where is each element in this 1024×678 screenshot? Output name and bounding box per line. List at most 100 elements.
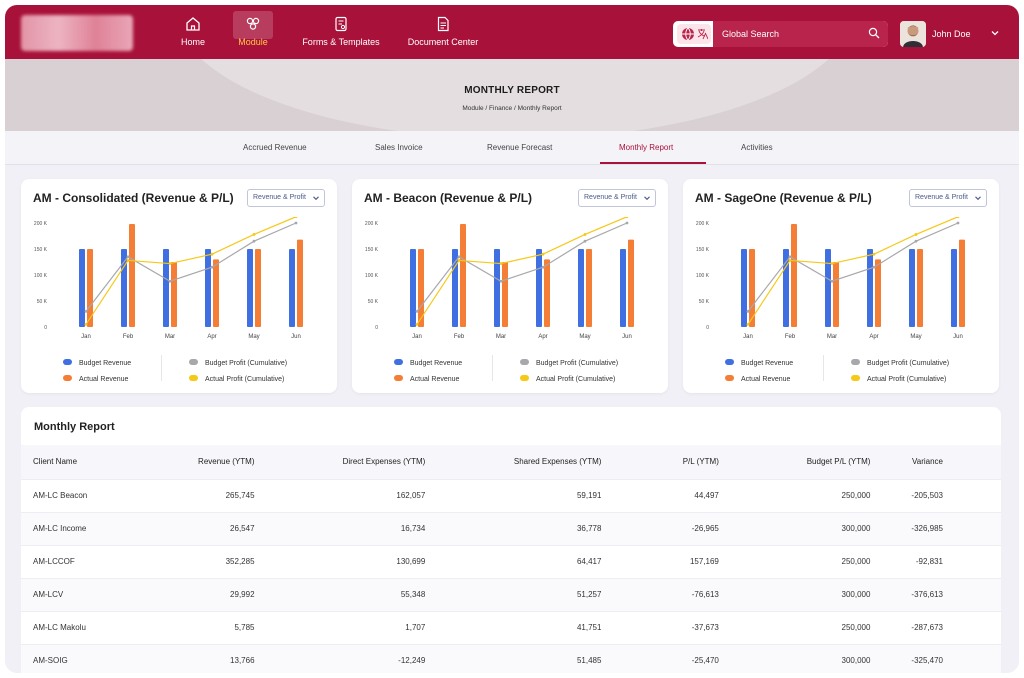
actual-revenue-bar[interactable] bbox=[544, 259, 550, 327]
nav-forms-templates[interactable]: Forms & Templates bbox=[297, 11, 385, 57]
table-row[interactable]: AM-LCCOF 352,285 130,699 64,417 157,169 250,0… bbox=[21, 545, 1001, 578]
budget-profit-point[interactable] bbox=[168, 279, 172, 283]
legend-item[interactable]: Budget Revenue bbox=[394, 359, 462, 367]
search-icon[interactable] bbox=[868, 27, 880, 39]
budget-profit-point[interactable] bbox=[294, 221, 298, 225]
actual-profit-point[interactable] bbox=[914, 233, 918, 236]
actual-profit-point[interactable] bbox=[126, 259, 130, 262]
budget-profit-point[interactable] bbox=[625, 221, 629, 225]
budget-revenue-bar[interactable] bbox=[205, 249, 211, 327]
budget-revenue-bar[interactable] bbox=[620, 249, 626, 327]
budget-profit-point[interactable] bbox=[210, 265, 214, 269]
actual-revenue-bar[interactable] bbox=[171, 262, 177, 327]
budget-revenue-bar[interactable] bbox=[536, 249, 542, 327]
budget-profit-point[interactable] bbox=[830, 279, 834, 283]
actual-profit-point[interactable] bbox=[252, 233, 256, 236]
actual-profit-point[interactable] bbox=[294, 217, 298, 219]
nav-module[interactable]: Module bbox=[233, 11, 273, 57]
nav-document-center[interactable]: Document Center bbox=[403, 11, 483, 57]
actual-profit-point[interactable] bbox=[457, 259, 461, 262]
budget-revenue-bar[interactable] bbox=[867, 249, 873, 327]
actual-revenue-bar[interactable] bbox=[460, 224, 466, 327]
chart-metric-select[interactable]: Revenue & Profit bbox=[909, 189, 987, 207]
budget-profit-point[interactable] bbox=[415, 310, 419, 313]
column-header[interactable]: Variance bbox=[912, 457, 943, 467]
actual-profit-point[interactable] bbox=[830, 262, 834, 265]
actual-profit-point[interactable] bbox=[499, 262, 503, 265]
table-row[interactable]: AM-LC Beacon 265,745 162,057 59,191 44,497 25… bbox=[21, 479, 1001, 512]
budget-revenue-bar[interactable] bbox=[452, 249, 458, 327]
legend-item[interactable]: Actual Profit (Cumulative) bbox=[851, 375, 946, 383]
chevron-down-icon[interactable] bbox=[990, 28, 1000, 38]
column-header[interactable]: Shared Expenses (YTM) bbox=[513, 457, 602, 467]
table-row[interactable]: AM-LC Makolu 5,785 1,707 41,751 -37,673 250,0… bbox=[21, 611, 1001, 644]
column-header[interactable]: Revenue (YTM) bbox=[198, 457, 255, 467]
search-input[interactable]: Global Search bbox=[713, 21, 888, 47]
column-header[interactable]: Budget P/L (YTM) bbox=[806, 457, 871, 467]
actual-profit-point[interactable] bbox=[210, 252, 214, 256]
tab-accrued-revenue[interactable]: Accrued Revenue bbox=[243, 143, 307, 152]
budget-revenue-bar[interactable] bbox=[741, 249, 747, 327]
legend-item[interactable]: Actual Profit (Cumulative) bbox=[520, 375, 615, 383]
budget-profit-point[interactable] bbox=[541, 265, 545, 269]
table-row[interactable]: AM-LCV 29,992 55,348 51,257 -76,613 300,000 -3… bbox=[21, 578, 1001, 611]
chart-metric-select[interactable]: Revenue & Profit bbox=[578, 189, 656, 207]
table-row[interactable]: AM-LC Income 26,547 16,734 36,778 -26,965 300… bbox=[21, 512, 1001, 545]
budget-profit-point[interactable] bbox=[84, 310, 88, 313]
budget-profit-point[interactable] bbox=[746, 310, 750, 313]
actual-profit-point[interactable] bbox=[625, 217, 629, 219]
company-logo[interactable] bbox=[21, 15, 133, 51]
budget-profit-point[interactable] bbox=[126, 255, 130, 259]
budget-revenue-bar[interactable] bbox=[247, 249, 253, 327]
budget-revenue-bar[interactable] bbox=[825, 249, 831, 327]
budget-revenue-bar[interactable] bbox=[783, 249, 789, 327]
budget-revenue-bar[interactable] bbox=[163, 249, 169, 327]
column-header[interactable]: Client Name bbox=[33, 457, 78, 467]
budget-profit-point[interactable] bbox=[872, 265, 876, 269]
budget-profit-point[interactable] bbox=[457, 255, 461, 259]
nav-home[interactable]: Home bbox=[173, 11, 213, 57]
legend-item[interactable]: Actual Revenue bbox=[725, 375, 790, 383]
tab-revenue-forecast[interactable]: Revenue Forecast bbox=[487, 143, 553, 152]
actual-revenue-bar[interactable] bbox=[586, 249, 592, 327]
actual-revenue-bar[interactable] bbox=[129, 224, 135, 327]
column-header[interactable]: Direct Expenses (YTM) bbox=[342, 457, 426, 467]
actual-revenue-bar[interactable] bbox=[628, 239, 634, 327]
budget-revenue-bar[interactable] bbox=[909, 249, 915, 327]
budget-profit-point[interactable] bbox=[583, 239, 587, 243]
actual-revenue-bar[interactable] bbox=[502, 262, 508, 327]
avatar[interactable] bbox=[900, 21, 926, 47]
actual-profit-point[interactable] bbox=[415, 323, 419, 326]
legend-item[interactable]: Actual Revenue bbox=[394, 375, 459, 383]
budget-profit-point[interactable] bbox=[914, 239, 918, 243]
chart-metric-select[interactable]: Revenue & Profit bbox=[247, 189, 325, 207]
budget-profit-point[interactable] bbox=[499, 279, 503, 283]
actual-revenue-bar[interactable] bbox=[917, 249, 923, 327]
tab-sales-invoice[interactable]: Sales Invoice bbox=[375, 143, 423, 152]
actual-profit-point[interactable] bbox=[583, 233, 587, 236]
actual-revenue-bar[interactable] bbox=[255, 249, 261, 327]
actual-revenue-bar[interactable] bbox=[791, 224, 797, 327]
legend-item[interactable]: Budget Profit (Cumulative) bbox=[851, 359, 949, 367]
actual-profit-point[interactable] bbox=[872, 252, 876, 256]
legend-item[interactable]: Actual Revenue bbox=[63, 375, 128, 383]
column-header[interactable]: P/L (YTM) bbox=[682, 457, 719, 467]
budget-revenue-bar[interactable] bbox=[289, 249, 295, 327]
actual-revenue-bar[interactable] bbox=[213, 259, 219, 327]
budget-revenue-bar[interactable] bbox=[410, 249, 416, 327]
legend-item[interactable]: Actual Profit (Cumulative) bbox=[189, 375, 284, 383]
actual-profit-point[interactable] bbox=[168, 262, 172, 265]
actual-profit-point[interactable] bbox=[84, 323, 88, 326]
budget-revenue-bar[interactable] bbox=[121, 249, 127, 327]
budget-profit-point[interactable] bbox=[956, 221, 960, 225]
budget-profit-point[interactable] bbox=[252, 239, 256, 243]
actual-revenue-bar[interactable] bbox=[297, 239, 303, 327]
legend-item[interactable]: Budget Revenue bbox=[725, 359, 793, 367]
legend-item[interactable]: Budget Revenue bbox=[63, 359, 131, 367]
tab-monthly-report[interactable]: Monthly Report bbox=[619, 143, 674, 152]
budget-revenue-bar[interactable] bbox=[951, 249, 957, 327]
budget-revenue-bar[interactable] bbox=[79, 249, 85, 327]
actual-profit-point[interactable] bbox=[746, 323, 750, 326]
actual-profit-point[interactable] bbox=[788, 259, 792, 262]
legend-item[interactable]: Budget Profit (Cumulative) bbox=[520, 359, 618, 367]
